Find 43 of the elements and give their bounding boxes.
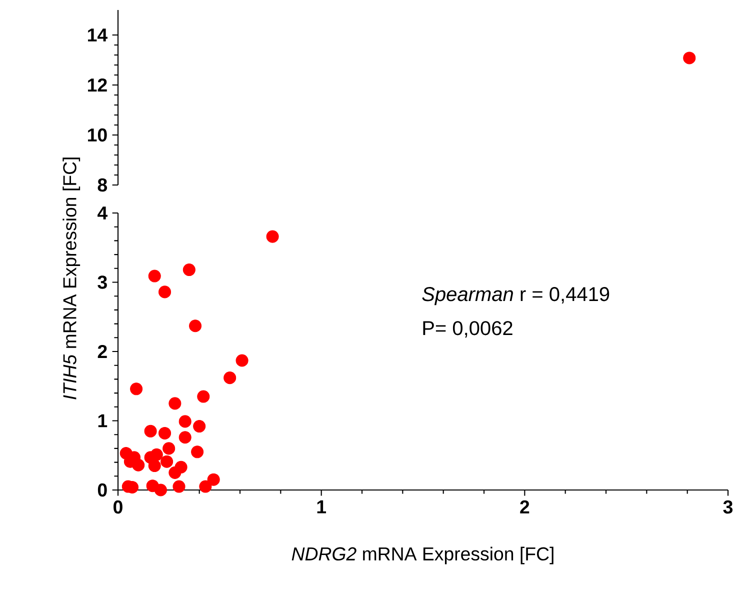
- point: [144, 424, 157, 438]
- point: [172, 480, 186, 493]
- point: [168, 397, 182, 410]
- point: [150, 448, 163, 461]
- annotation: Spearman r = 0,4419: [422, 287, 610, 306]
- y-tick-label: 2: [98, 344, 107, 358]
- point: [148, 459, 161, 472]
- y-tick-label: 14: [88, 28, 108, 42]
- point: [193, 420, 206, 433]
- point: [132, 458, 145, 472]
- point: [130, 382, 143, 396]
- point: [162, 442, 176, 455]
- y-tick-label: 3: [98, 276, 107, 289]
- x-tick-label: 3: [723, 500, 733, 514]
- point: [197, 390, 210, 403]
- y-tick-label: 1: [98, 414, 108, 428]
- y-tick-label: 12: [88, 78, 107, 92]
- point: [160, 455, 174, 468]
- x-axis-title: NDRG2 mRNA Expression [FC]: [292, 546, 554, 564]
- point: [158, 286, 172, 298]
- point: [158, 426, 172, 440]
- point: [266, 230, 279, 243]
- point: [168, 466, 182, 479]
- point: [236, 354, 248, 367]
- y-tick-label: 4: [98, 206, 108, 220]
- y-axis-title: ITIH5 mRNA Expression [FC]: [62, 158, 80, 400]
- y-tick-label: 0: [98, 483, 107, 497]
- point: [154, 484, 167, 496]
- x-tick-label: 0: [114, 500, 122, 514]
- point: [178, 415, 192, 428]
- y-tick-label: 10: [88, 128, 107, 142]
- point: [224, 372, 236, 384]
- x-tick-label: 2: [520, 500, 530, 514]
- x-tick-label: 1: [317, 500, 326, 514]
- point: [189, 320, 202, 332]
- point: [182, 264, 196, 276]
- point: [148, 270, 161, 282]
- point: [178, 431, 192, 444]
- point: [191, 446, 204, 458]
- point: [199, 480, 212, 493]
- y-tick-label: 8: [98, 178, 108, 192]
- annotation: P= 0,0062: [423, 321, 512, 338]
- point: [207, 473, 220, 486]
